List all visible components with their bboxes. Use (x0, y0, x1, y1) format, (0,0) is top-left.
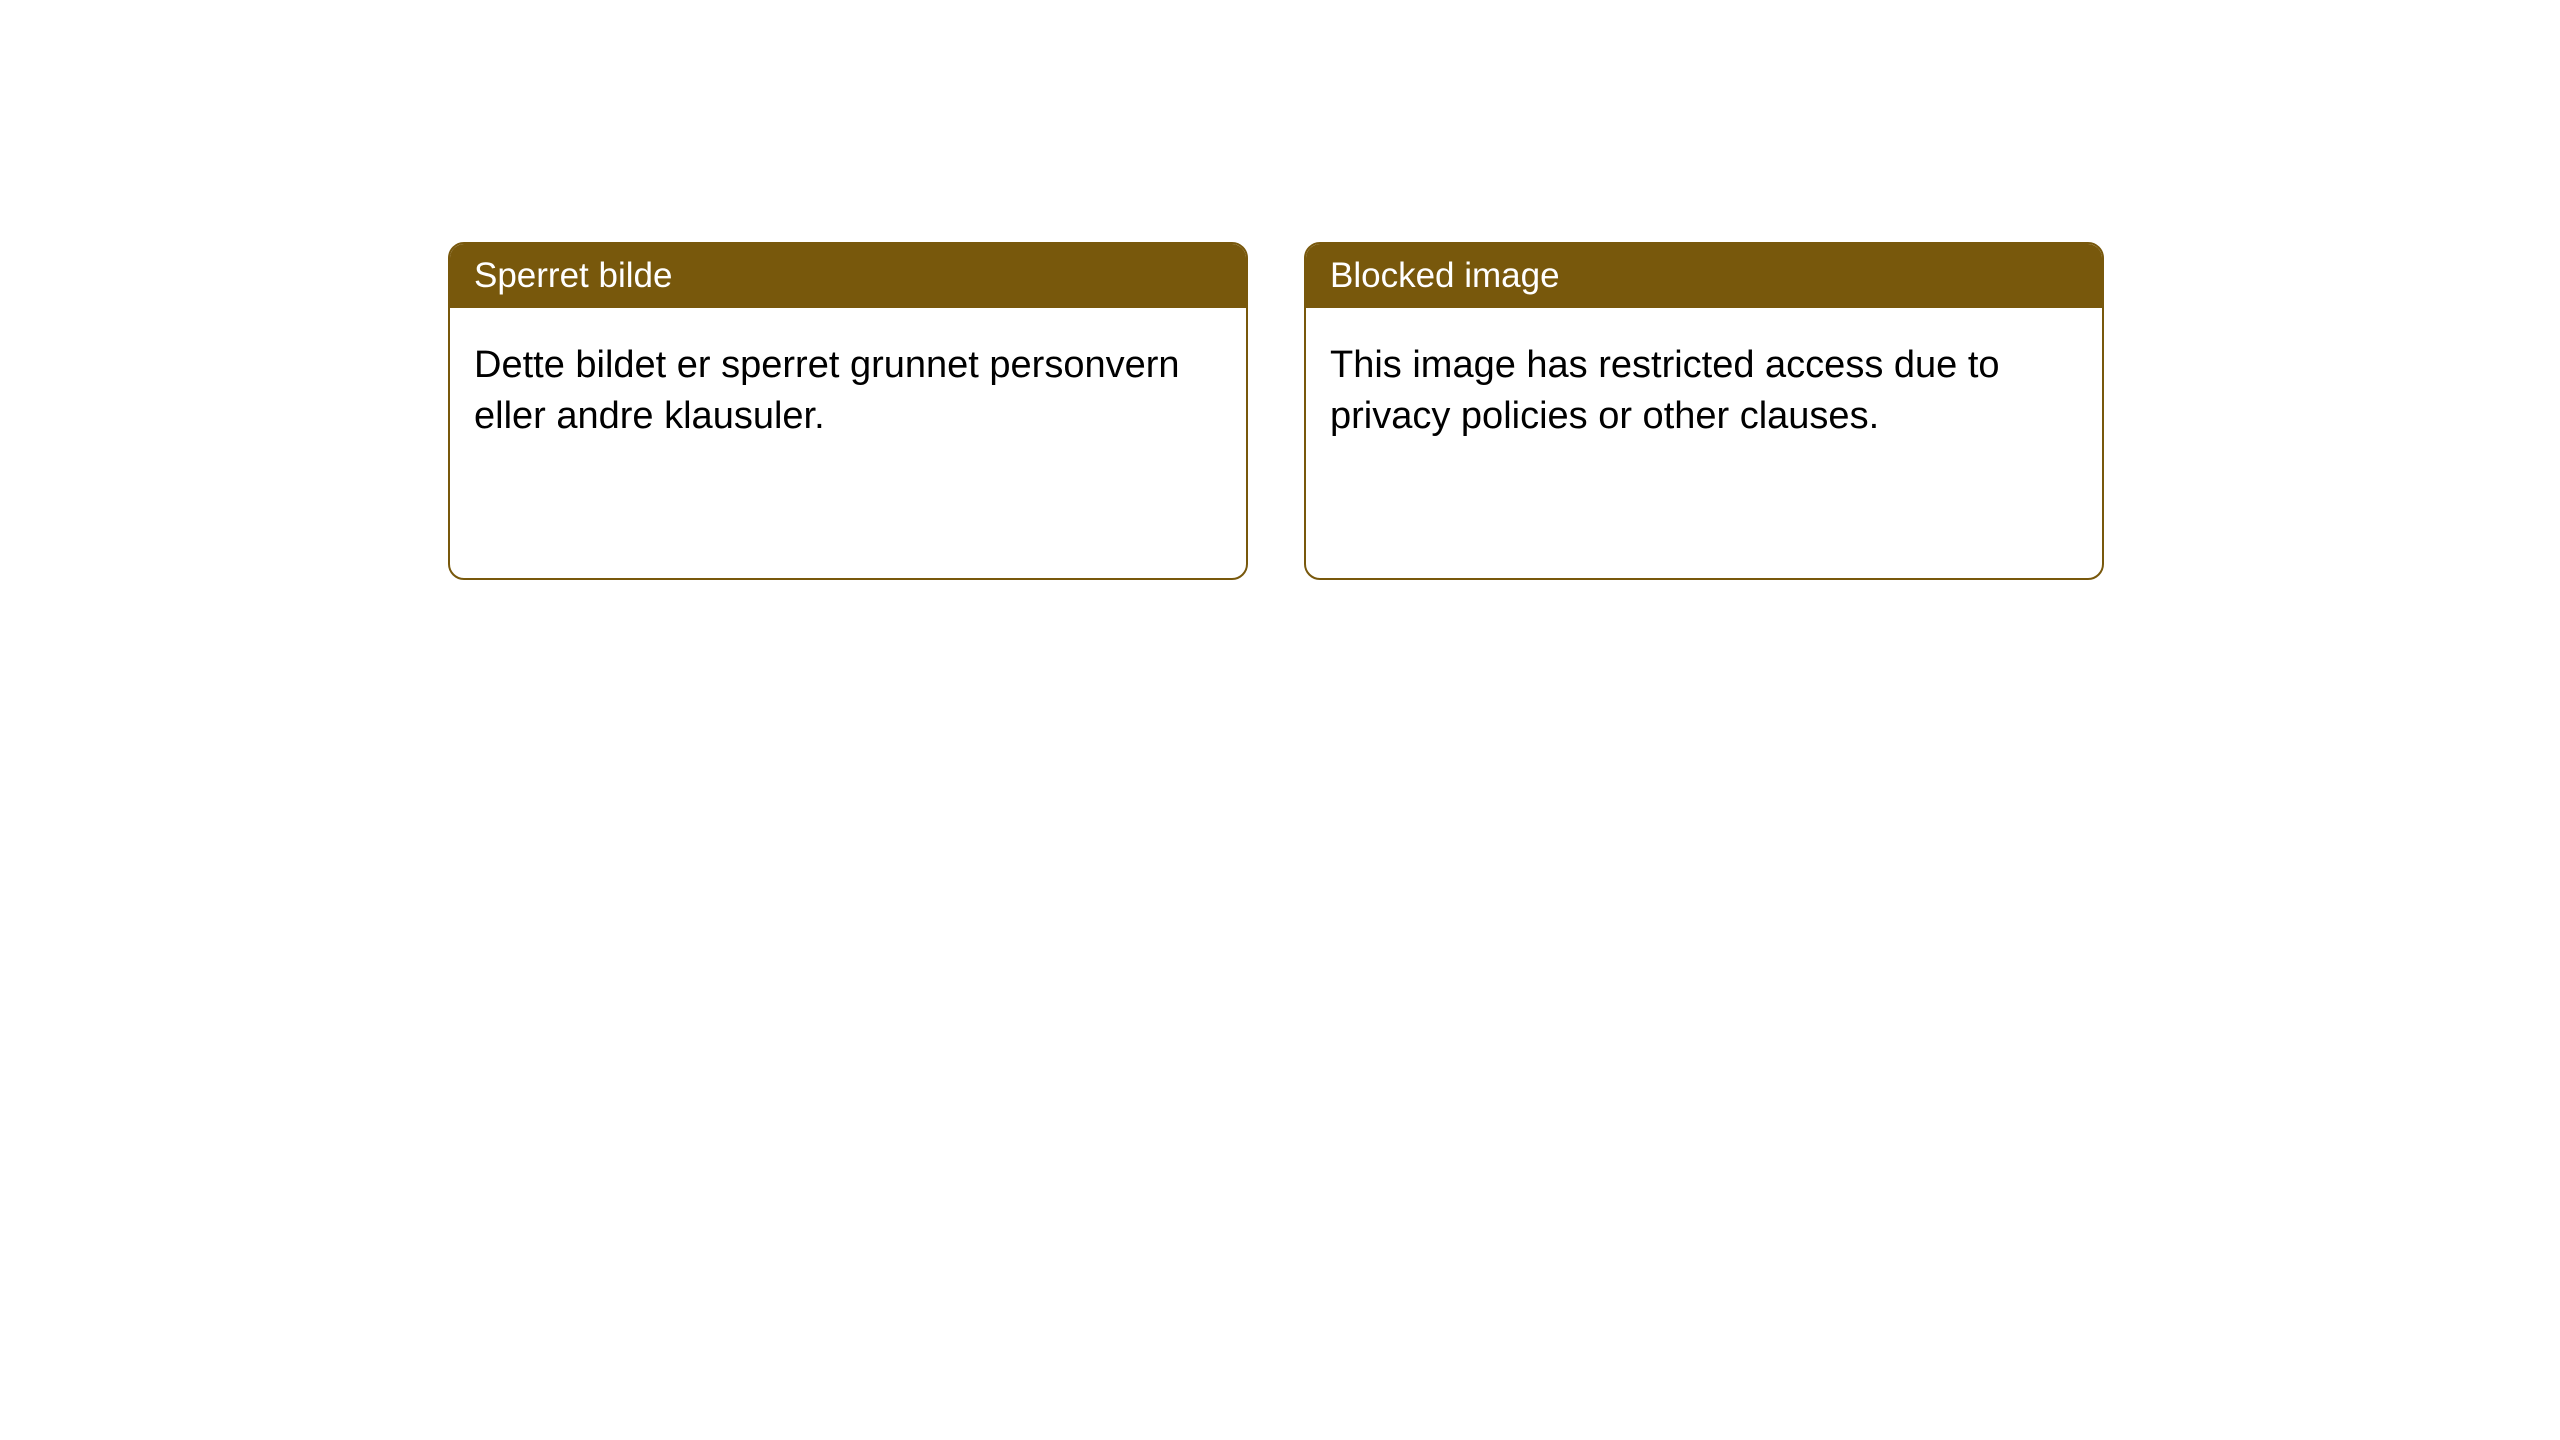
notice-card-norwegian: Sperret bilde Dette bildet er sperret gr… (448, 242, 1248, 580)
notice-cards-container: Sperret bilde Dette bildet er sperret gr… (448, 242, 2104, 580)
card-header: Blocked image (1306, 244, 2102, 308)
card-text: Dette bildet er sperret grunnet personve… (474, 340, 1222, 443)
card-title: Sperret bilde (474, 256, 672, 295)
card-text: This image has restricted access due to … (1330, 340, 2078, 443)
card-body: Dette bildet er sperret grunnet personve… (450, 308, 1246, 578)
card-title: Blocked image (1330, 256, 1560, 295)
card-body: This image has restricted access due to … (1306, 308, 2102, 578)
card-header: Sperret bilde (450, 244, 1246, 308)
notice-card-english: Blocked image This image has restricted … (1304, 242, 2104, 580)
